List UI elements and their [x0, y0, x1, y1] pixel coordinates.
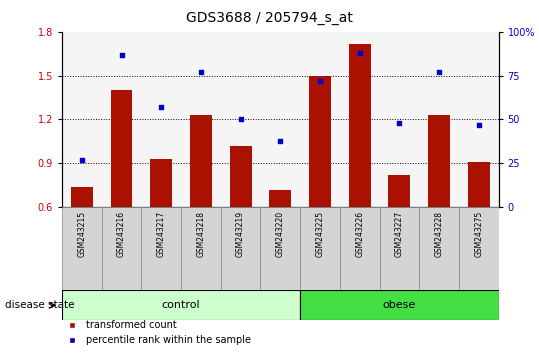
Bar — [349, 44, 371, 207]
Text: GSM243220: GSM243220 — [276, 211, 285, 257]
Bar — [300, 290, 499, 320]
Point — [474, 122, 483, 127]
Point — [276, 138, 285, 143]
Bar — [389, 175, 410, 207]
Text: GDS3688 / 205794_s_at: GDS3688 / 205794_s_at — [186, 11, 353, 25]
Bar — [468, 162, 489, 207]
Text: GSM243219: GSM243219 — [236, 211, 245, 257]
Bar — [379, 207, 419, 290]
Point — [236, 117, 245, 122]
Text: GSM243228: GSM243228 — [434, 211, 444, 257]
Bar — [221, 207, 260, 290]
Text: GSM243226: GSM243226 — [355, 211, 364, 257]
Point — [435, 69, 444, 75]
Text: GSM243275: GSM243275 — [474, 211, 483, 257]
Point — [117, 52, 126, 57]
Bar — [110, 90, 133, 207]
Bar — [260, 207, 300, 290]
Bar — [150, 159, 172, 207]
Text: GSM243217: GSM243217 — [157, 211, 165, 257]
Text: control: control — [162, 300, 201, 310]
Text: GSM243225: GSM243225 — [315, 211, 324, 257]
Bar — [309, 76, 331, 207]
Bar — [270, 190, 291, 207]
Text: GSM243215: GSM243215 — [77, 211, 86, 257]
Point — [355, 50, 364, 56]
Bar — [190, 115, 212, 207]
Bar — [141, 207, 181, 290]
Point — [157, 104, 165, 110]
Point — [78, 157, 86, 162]
Bar — [230, 146, 252, 207]
Bar — [102, 207, 141, 290]
Text: GSM243218: GSM243218 — [196, 211, 205, 257]
Bar — [62, 207, 102, 290]
Text: GSM243227: GSM243227 — [395, 211, 404, 257]
Text: obese: obese — [383, 300, 416, 310]
Bar — [62, 290, 300, 320]
Bar — [71, 187, 93, 207]
Legend: transformed count, percentile rank within the sample: transformed count, percentile rank withi… — [59, 316, 255, 349]
Bar — [181, 207, 221, 290]
Point — [316, 78, 324, 84]
Bar — [340, 207, 379, 290]
Bar — [428, 115, 450, 207]
Text: disease state: disease state — [5, 300, 75, 310]
Point — [395, 120, 404, 126]
Point — [197, 69, 205, 75]
Bar — [459, 207, 499, 290]
Bar — [300, 207, 340, 290]
Text: GSM243216: GSM243216 — [117, 211, 126, 257]
Bar — [419, 207, 459, 290]
